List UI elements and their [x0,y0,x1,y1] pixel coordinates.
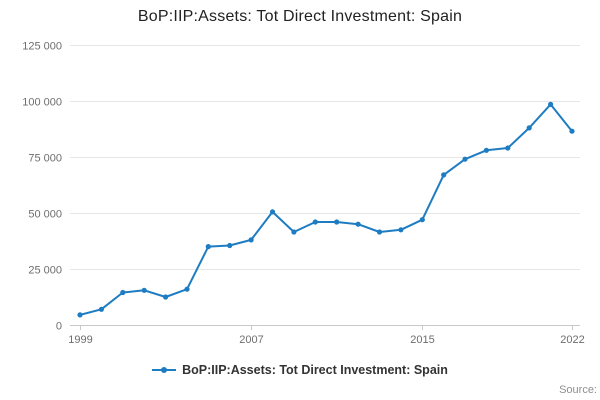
data-point-marker [419,217,425,223]
x-tick-label: 2007 [239,334,263,346]
data-point-marker [548,101,554,107]
data-point-marker [227,242,233,249]
legend-marker-icon [152,367,177,373]
source-label: Source: [559,384,597,396]
legend-label: BoP:IIP:Assets: Tot Direct Investment: S… [182,363,448,377]
series-line [79,103,573,316]
data-point-marker [355,221,361,227]
data-point-marker [526,125,532,131]
data-point-marker [248,237,254,243]
data-point-marker [205,244,211,250]
chart-title: BoP:IIP:Assets: Tot Direct Investment: S… [137,8,463,25]
data-point-marker [376,229,383,235]
data-point-marker [505,145,511,151]
data-point-marker [483,147,489,153]
data-point-marker [312,219,318,225]
y-tick-label: 125 000 [22,41,62,53]
data-point-marker [141,287,147,293]
data-point-marker [441,172,447,178]
y-tick-label: 0 [56,321,62,333]
y-tick-label: 25 000 [28,265,62,277]
data-point-marker [120,289,126,296]
legend: BoP:IIP:Assets: Tot Direct Investment: S… [0,363,600,377]
x-tick-label: 2015 [410,334,434,346]
data-point-marker [398,227,404,233]
line-chart: 0 25 000 50 000 75 000 100 000 125 000 1999 200… [22,41,585,347]
data-point-marker [98,306,104,312]
data-point-marker [269,209,276,215]
y-tick-label: 75 000 [28,153,62,165]
x-tick-label: 1999 [68,334,92,346]
data-point-marker [462,156,468,162]
y-tick-label: 50 000 [28,209,62,221]
legend-item[interactable]: BoP:IIP:Assets: Tot Direct Investment: S… [152,363,448,377]
x-tick-label: 2022 [560,334,584,346]
y-tick-label: 100 000 [22,97,62,109]
data-point-marker [291,229,297,235]
data-point-marker [569,128,575,134]
data-point-marker [184,286,190,292]
data-point-marker [334,219,340,225]
data-point-marker [163,294,169,300]
data-point-marker [77,312,83,318]
